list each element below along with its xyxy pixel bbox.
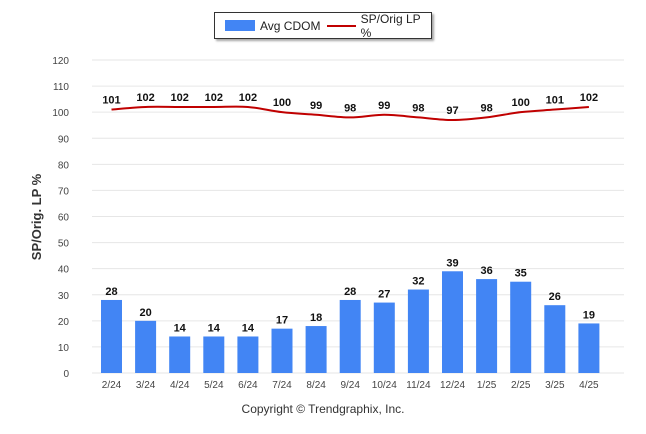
bar: [135, 320, 157, 373]
line-data-label: 102: [205, 92, 223, 104]
bar-data-label: 17: [276, 315, 288, 327]
bar-data-label: 14: [242, 322, 255, 334]
x-tick-label: 2/25: [511, 380, 531, 391]
legend-label-sp-orig: SP/Orig LP %: [360, 11, 421, 40]
x-tick-label: 9/24: [340, 380, 360, 391]
bar-data-label: 18: [310, 312, 322, 324]
bar: [169, 336, 191, 373]
x-tick-label: 12/24: [440, 380, 465, 391]
bar-data-label: 28: [344, 286, 356, 298]
legend: Avg CDOM SP/Orig LP %: [214, 11, 432, 40]
y-tick-label: 90: [58, 134, 70, 145]
line-data-labels: 101 102 102 102 102 100 99 98 99 98 97 98 100 101 102: [102, 92, 598, 117]
bar-data-label: 14: [208, 322, 221, 334]
x-tick-label: 8/24: [306, 380, 326, 391]
legend-swatch-bar: [225, 20, 255, 31]
bar: [578, 323, 600, 373]
y-axis-label: SP/Orig. LP %: [29, 173, 44, 260]
line-data-label: 100: [273, 97, 291, 109]
x-tick-label: 4/24: [170, 380, 190, 391]
x-tick-label: 5/24: [204, 380, 224, 391]
bar: [407, 289, 429, 373]
bar: [442, 271, 463, 373]
x-tick-label: 6/24: [238, 380, 258, 391]
y-tick-label: 60: [58, 213, 70, 224]
y-tick-label: 20: [58, 317, 70, 328]
line-data-label: 99: [378, 100, 390, 112]
legend-item-avg-cdom[interactable]: Avg CDOM: [225, 13, 320, 38]
bar-data-label: 39: [446, 257, 458, 269]
line-data-label: 101: [102, 95, 120, 107]
bar-data-label: 36: [480, 265, 492, 277]
x-tick-label: 1/25: [477, 380, 497, 391]
y-tick-label: 10: [58, 343, 70, 354]
x-tick-label: 3/24: [136, 380, 156, 391]
y-tick-label: 70: [58, 186, 70, 197]
line-path: [111, 105, 589, 121]
y-tick-label: 40: [58, 265, 70, 276]
bar-data-label: 35: [515, 268, 527, 280]
x-tick-label: 2/24: [102, 380, 122, 391]
bar-data-label: 28: [105, 286, 117, 298]
line-data-label: 98: [412, 102, 424, 114]
line-data-label: 97: [446, 105, 458, 117]
x-tick-label: 7/24: [272, 380, 292, 391]
y-tick-label: 110: [53, 82, 69, 93]
bar: [544, 305, 566, 373]
bar-data-label: 14: [174, 322, 187, 334]
y-axis-ticks: 0 10 20 30 40 50 60 70 80 90 100 110 120: [52, 56, 69, 380]
bar: [373, 302, 395, 373]
gridlines: [92, 59, 624, 374]
bar: [510, 281, 532, 373]
y-tick-label: 50: [58, 239, 70, 250]
copyright-text: Copyright © Trendgraphix, Inc.: [241, 402, 405, 416]
bar: [339, 299, 361, 373]
line-data-label: 102: [239, 92, 257, 104]
bar: [305, 326, 327, 373]
bar: [271, 328, 293, 373]
bar-data-label: 20: [139, 307, 151, 319]
bar: [476, 279, 498, 373]
y-tick-label: 120: [52, 56, 69, 67]
y-tick-label: 80: [58, 160, 70, 171]
x-tick-label: 11/24: [406, 380, 431, 391]
line-data-label: 102: [171, 92, 189, 104]
x-tick-label: 10/24: [372, 380, 397, 391]
y-tick-label: 0: [63, 369, 69, 380]
line-data-label: 101: [546, 95, 564, 107]
line-data-label: 100: [512, 97, 530, 109]
y-tick-label: 100: [52, 108, 69, 119]
legend-swatch-line: [327, 24, 356, 27]
bar-data-label: 26: [549, 291, 561, 303]
legend-item-sp-orig[interactable]: SP/Orig LP %: [327, 11, 431, 40]
bar: [101, 299, 122, 373]
line-data-label: 102: [136, 92, 154, 104]
line-data-label: 102: [580, 92, 598, 104]
line-series: [111, 105, 589, 121]
line-data-label: 98: [344, 102, 356, 114]
bar-data-label: 27: [378, 289, 390, 301]
x-tick-label: 4/25: [579, 380, 599, 391]
bar-data-label: 32: [412, 276, 424, 288]
bar-series: [101, 271, 600, 373]
legend-label-avg-cdom: Avg CDOM: [260, 18, 321, 33]
y-tick-label: 30: [58, 291, 70, 302]
bar: [203, 336, 225, 373]
line-data-label: 98: [480, 102, 492, 114]
bar-data-label: 19: [583, 309, 595, 321]
bar: [237, 336, 259, 373]
x-tick-label: 3/25: [545, 380, 565, 391]
x-axis-ticks: 2/24 3/24 4/24 5/24 6/24 7/24 8/24 9/24 10/24 11/…: [102, 380, 599, 391]
line-data-label: 99: [310, 100, 322, 112]
bar-data-labels: 28 20 14 14 14 17 18 28 27 32 39 36 35 26 19: [105, 257, 595, 334]
